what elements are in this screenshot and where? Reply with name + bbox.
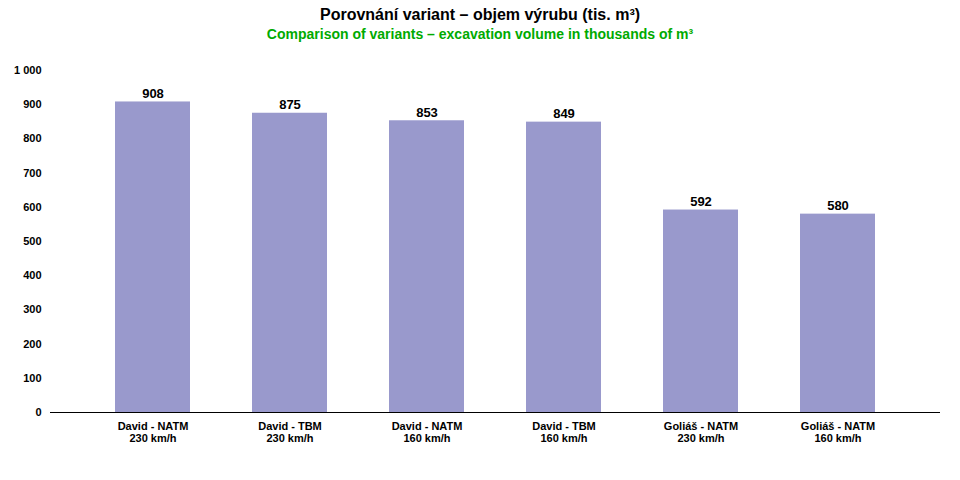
- svg-text:580: 580: [827, 198, 849, 213]
- svg-text:908: 908: [142, 86, 164, 101]
- svg-text:592: 592: [690, 194, 712, 209]
- svg-text:1 000: 1 000: [14, 64, 42, 76]
- svg-text:500: 500: [23, 235, 41, 247]
- svg-text:300: 300: [23, 303, 41, 315]
- svg-text:849: 849: [553, 106, 575, 121]
- svg-text:853: 853: [416, 105, 438, 120]
- svg-text:0: 0: [35, 406, 41, 418]
- svg-text:Goliáš - NATM160 km/h: Goliáš - NATM160 km/h: [801, 420, 875, 444]
- svg-text:875: 875: [279, 97, 301, 112]
- svg-text:400: 400: [23, 269, 41, 281]
- svg-text:200: 200: [23, 338, 41, 350]
- html-text:Comparison of variants – excav: Comparison of variants – excavation volu…: [266, 26, 694, 42]
- svg-text:100: 100: [23, 372, 41, 384]
- svg-text:David - NATM230 km/h: David - NATM230 km/h: [118, 420, 189, 444]
- svg-text:600: 600: [23, 201, 41, 213]
- svg-text:900: 900: [23, 98, 41, 110]
- svg-text:David - TBM160 km/h: David - TBM160 km/h: [532, 420, 596, 444]
- svg-text:700: 700: [23, 167, 41, 179]
- svg-text:Goliáš - NATM230 km/h: Goliáš - NATM230 km/h: [664, 420, 738, 444]
- svg-text:David - TBM230 km/h: David - TBM230 km/h: [258, 420, 322, 444]
- svg-text:David - NATM160 km/h: David - NATM160 km/h: [392, 420, 463, 444]
- svg-text:800: 800: [23, 132, 41, 144]
- html-text:Porovnání variant – objem výru: Porovnání variant – objem výrubu (tis. m…: [320, 6, 640, 23]
